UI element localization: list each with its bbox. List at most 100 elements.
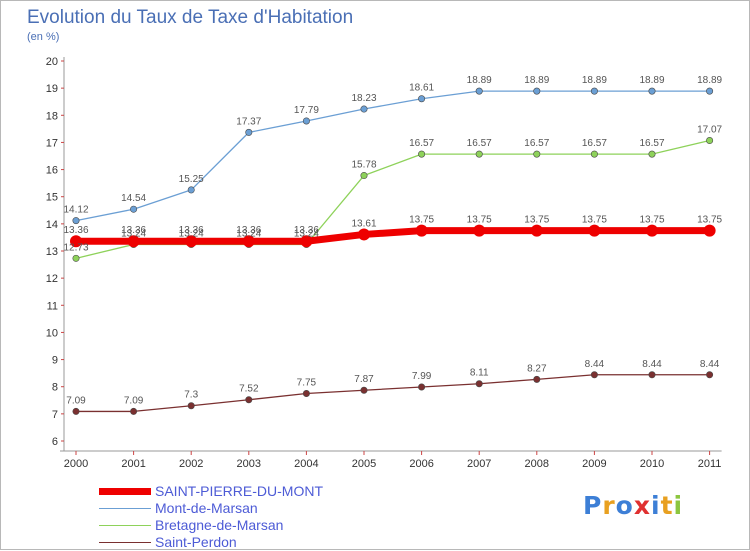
data-point [475,87,483,95]
logo-letter: o [615,491,634,520]
x-tick-label: 2001 [121,458,145,470]
data-point [648,371,656,379]
legend-label: SAINT-PIERRE-DU-MONT [155,483,323,499]
legend-swatch [99,541,151,544]
logo-letter: i [651,491,661,520]
data-point [590,87,598,95]
y-tick-label: 11 [47,300,58,312]
y-tick-label: 10 [46,327,58,339]
data-label: 15.78 [351,160,376,171]
x-tick-label: 2000 [64,458,88,470]
data-point [648,150,656,158]
data-label: 13.75 [697,215,722,226]
data-point [300,235,313,248]
data-point [187,186,195,194]
data-point [70,235,82,248]
data-point [358,228,370,241]
legend-swatch [99,524,151,527]
data-label: 7.87 [354,374,374,385]
data-label: 17.37 [236,116,261,127]
data-point [590,371,598,379]
data-point [360,105,368,113]
data-label: 13.36 [294,225,319,236]
data-label: 13.36 [236,225,261,236]
y-tick-label: 13 [46,246,58,258]
data-point [415,224,428,237]
data-label: 8.27 [527,363,547,374]
y-tick-label: 20 [46,56,58,68]
data-label: 16.57 [467,138,492,149]
data-label: 17.79 [294,105,319,116]
data-label: 18.89 [639,75,664,86]
data-point [187,402,195,410]
data-label: 16.57 [639,138,664,149]
data-label: 18.89 [582,75,607,86]
data-label: 7.75 [297,378,317,389]
logo-letter: x [633,491,651,520]
data-point [418,383,426,391]
data-point [533,87,541,95]
x-tick-label: 2002 [179,458,203,470]
data-label: 18.89 [697,75,722,86]
data-point [130,407,138,415]
data-label: 7.09 [124,395,144,406]
y-tick-label: 12 [46,273,58,285]
data-point [130,205,138,213]
data-label: 13.36 [121,225,146,236]
data-label: 8.44 [585,359,605,370]
y-unit-label: (en %) [27,31,60,43]
data-point [302,389,310,397]
series-line [75,90,710,222]
data-point [588,224,601,237]
data-label: 13.75 [409,215,434,226]
x-tick-label: 2008 [525,458,549,470]
data-label: 7.09 [66,395,86,406]
y-tick-label: 6 [52,436,58,448]
legend-label: Mont-de-Marsan [155,500,258,516]
legend-swatch [99,507,151,510]
data-label: 18.23 [351,93,376,104]
data-label: 7.99 [412,371,432,382]
data-point [473,224,486,237]
proxiti-logo: Proxiti [583,491,683,520]
data-point [72,217,80,225]
data-label: 18.89 [524,75,549,86]
data-point [648,87,656,95]
data-point [590,150,598,158]
data-label: 16.57 [582,138,607,149]
data-point [475,380,483,388]
series-line [76,374,710,413]
data-point [72,254,80,262]
logo-letter: t [660,491,674,520]
data-label: 16.57 [524,138,549,149]
data-label: 12.73 [63,242,88,253]
data-point [245,128,253,136]
x-tick-label: 2010 [640,458,664,470]
data-point [475,150,483,158]
data-label: 17.07 [697,125,722,136]
data-label: 8.11 [470,368,489,379]
data-label: 8.44 [700,359,720,370]
data-label: 13.75 [524,215,549,226]
data-point [72,407,80,415]
data-label: 13.36 [63,225,88,236]
data-point [533,150,541,158]
data-label: 13.75 [639,215,664,226]
data-point [418,150,426,158]
chart-title: Evolution du Taux de Taxe d'Habitation [27,7,354,28]
y-tick-label: 15 [46,192,58,204]
data-label: 13.75 [582,215,607,226]
data-label: 14.54 [121,193,146,204]
logo-letter: i [673,491,684,520]
y-tick-label: 18 [46,110,58,122]
y-tick-label: 16 [46,165,58,177]
data-point [302,117,310,125]
data-point [185,235,198,248]
data-label: 13.24 [236,228,261,239]
legend-label: Bretagne-de-Marsan [155,517,284,533]
y-tick-label: 14 [46,219,58,231]
x-tick-label: 2007 [467,458,491,470]
data-label: 13.75 [467,215,492,226]
